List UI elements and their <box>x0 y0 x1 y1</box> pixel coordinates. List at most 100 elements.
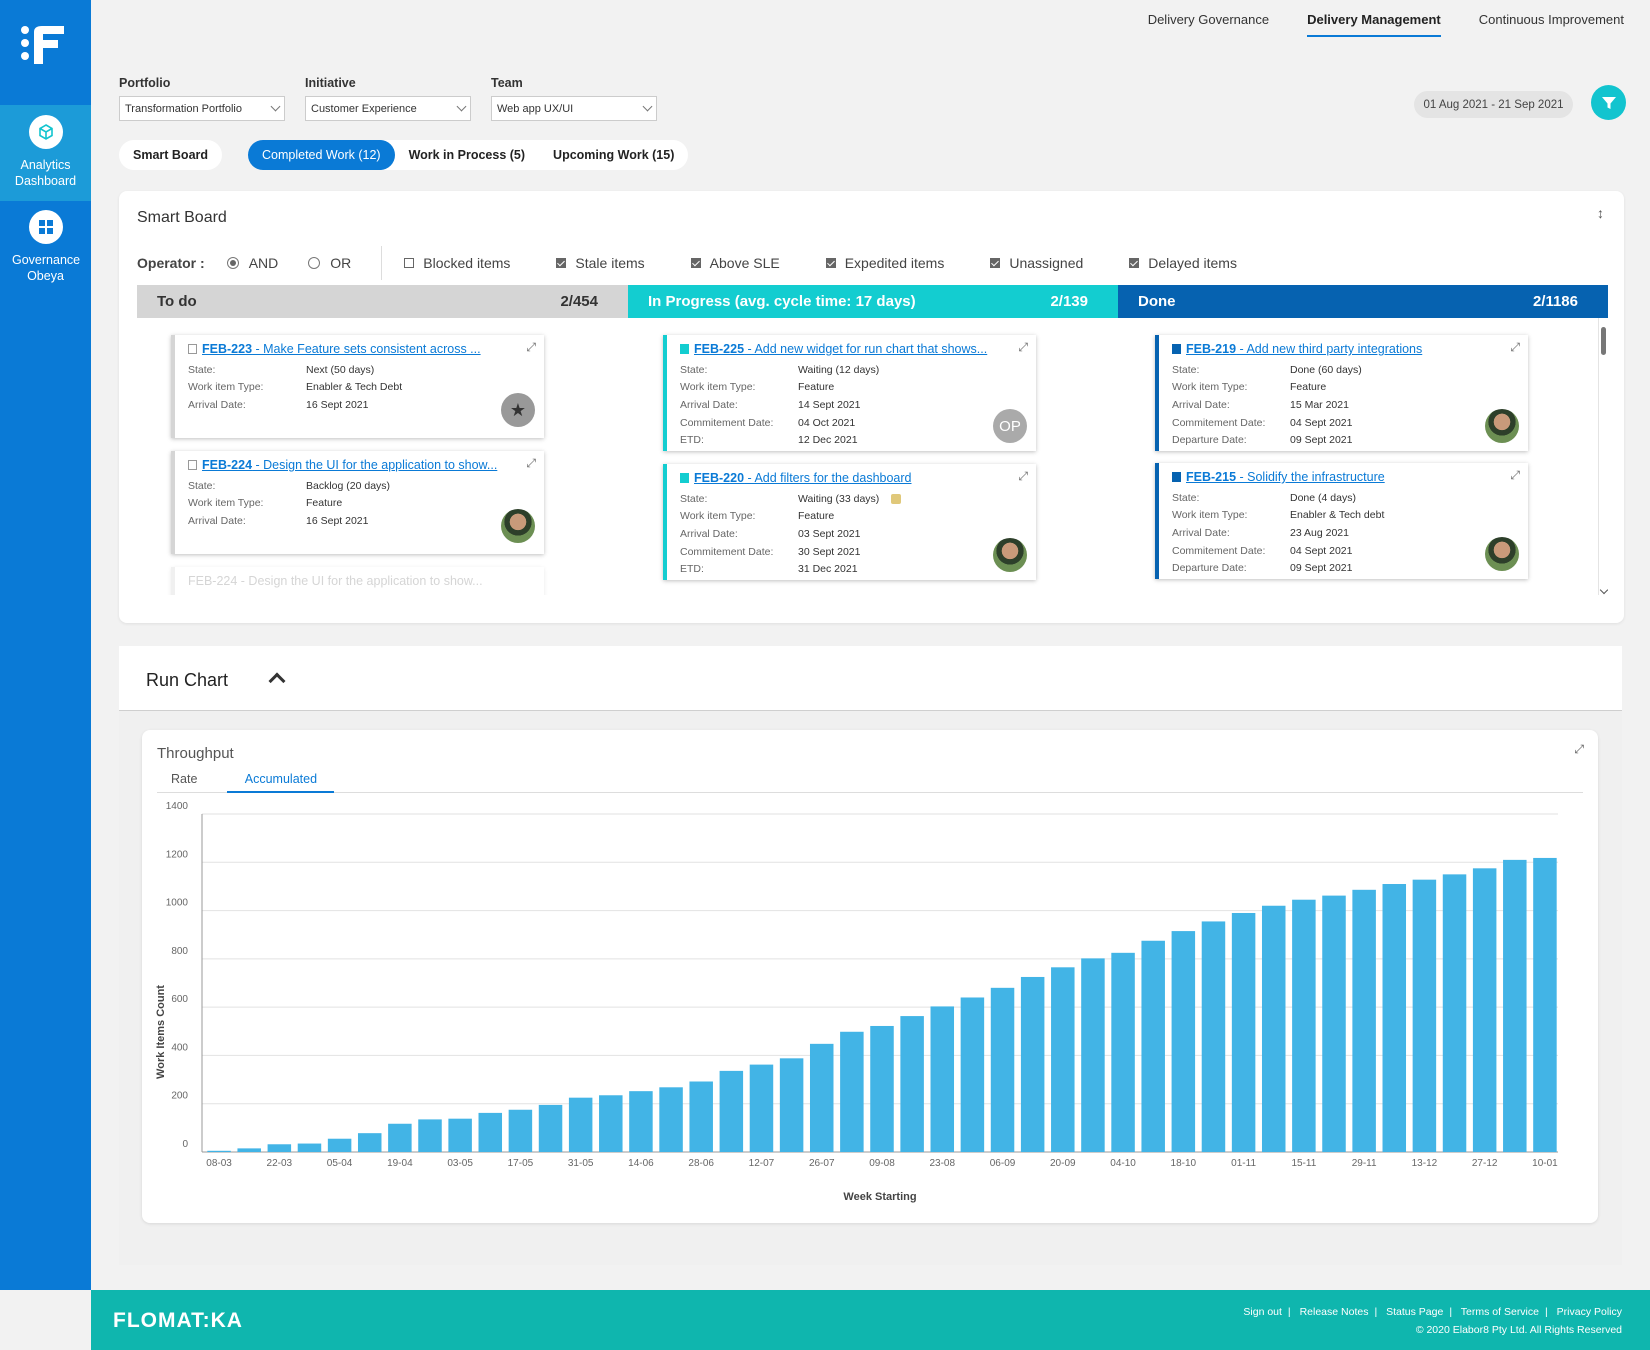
bar[interactable] <box>1261 905 1286 1152</box>
bar[interactable] <box>418 1119 442 1152</box>
bar[interactable] <box>237 1148 261 1152</box>
bar[interactable] <box>1201 921 1226 1152</box>
work-item-card[interactable]: FEB-223 - Make Feature sets consistent a… <box>171 335 544 438</box>
nav-continuous-improvement[interactable]: Continuous Improvement <box>1478 12 1624 27</box>
card-id-link[interactable]: FEB-220 <box>694 471 745 485</box>
bar[interactable] <box>689 1081 713 1152</box>
flomatika-brand-logo[interactable]: FLOMAT:KA <box>113 1309 243 1332</box>
bar[interactable] <box>629 1091 653 1152</box>
date-range-picker[interactable]: 01 Aug 2021 - 21 Sep 2021 <box>1414 91 1573 118</box>
work-item-card[interactable]: FEB-225 - Add new widget for run chart t… <box>663 335 1036 451</box>
above-sle-checkbox[interactable]: Above SLE <box>690 255 780 271</box>
bar[interactable] <box>1472 868 1497 1152</box>
sign-out-link[interactable]: Sign out <box>1243 1306 1282 1318</box>
card-id-link[interactable]: FEB-225 <box>694 342 745 356</box>
bar[interactable] <box>809 1043 834 1152</box>
star-icon[interactable]: ★ <box>501 393 535 427</box>
bar[interactable] <box>1051 967 1075 1152</box>
terms-of-service-link[interactable]: Terms of Service <box>1460 1306 1539 1318</box>
bar[interactable] <box>1111 952 1135 1152</box>
work-item-card[interactable]: FEB-220 - Add filters for the dashboard … <box>663 464 1036 580</box>
card-id-link[interactable]: FEB-215 <box>1186 470 1237 484</box>
resize-vertical-icon[interactable]: ↕ <box>1597 205 1604 221</box>
bar[interactable] <box>1382 884 1407 1152</box>
bar[interactable] <box>568 1097 593 1152</box>
chevron-up-icon[interactable] <box>268 672 286 690</box>
expand-icon[interactable]: ⤢ <box>1510 468 1520 482</box>
bar[interactable] <box>749 1064 774 1152</box>
bar[interactable] <box>1412 879 1437 1152</box>
bar[interactable] <box>659 1087 683 1152</box>
bar[interactable] <box>1020 976 1045 1152</box>
bar[interactable] <box>840 1031 864 1152</box>
blocked-items-checkbox[interactable]: Blocked items <box>404 255 510 271</box>
bar[interactable] <box>1533 857 1557 1152</box>
status-page-link[interactable]: Status Page <box>1386 1306 1444 1318</box>
board-scrollbar[interactable] <box>1598 318 1608 595</box>
expand-icon[interactable]: ⤢ <box>526 340 536 354</box>
nav-delivery-management[interactable]: Delivery Management <box>1307 12 1441 37</box>
bar[interactable] <box>478 1112 503 1152</box>
tab-upcoming-work[interactable]: Upcoming Work (15) <box>553 148 675 162</box>
bar[interactable] <box>719 1070 744 1152</box>
chevron-down-icon[interactable] <box>1599 585 1608 595</box>
bar[interactable] <box>599 1095 623 1152</box>
bar[interactable] <box>990 987 1015 1152</box>
card-id-link[interactable]: FEB-219 <box>1186 342 1237 356</box>
expand-icon[interactable]: ⤢ <box>1510 340 1520 354</box>
release-notes-link[interactable]: Release Notes <box>1299 1306 1369 1318</box>
bar[interactable] <box>930 1006 955 1152</box>
bar[interactable] <box>448 1118 472 1152</box>
card-title-link[interactable]: - Design the UI for the application to s… <box>252 458 498 472</box>
bar[interactable] <box>1352 889 1376 1152</box>
bar[interactable] <box>960 997 985 1152</box>
work-item-card[interactable]: FEB-224 - Design the UI for the applicat… <box>171 567 544 595</box>
work-item-card[interactable]: FEB-224 - Design the UI for the applicat… <box>171 451 544 554</box>
card-title-link[interactable]: - Add new third party integrations <box>1236 342 1423 356</box>
expedited-items-checkbox[interactable]: Expedited items <box>825 255 944 271</box>
bar[interactable] <box>1292 899 1316 1152</box>
scrollbar-thumb[interactable] <box>1601 327 1606 355</box>
card-id-link[interactable]: FEB-223 <box>202 342 253 356</box>
bar[interactable] <box>1171 931 1196 1152</box>
portfolio-select[interactable]: Transformation Portfolio <box>119 96 285 121</box>
bar[interactable] <box>1442 874 1467 1152</box>
bar[interactable] <box>1141 940 1165 1152</box>
tab-work-in-process[interactable]: Work in Process (5) <box>408 148 526 162</box>
bar[interactable] <box>1503 859 1527 1152</box>
operator-or-radio[interactable]: OR <box>308 255 351 271</box>
bar[interactable] <box>538 1104 563 1152</box>
work-item-card[interactable]: FEB-215 - Solidify the infrastructure St… <box>1155 463 1528 579</box>
expand-icon[interactable]: ⤢ <box>1018 469 1028 483</box>
card-title-link[interactable]: - Make Feature sets consistent across ..… <box>252 342 481 356</box>
card-title-link[interactable]: - Add filters for the dashboard <box>744 471 912 485</box>
unassigned-checkbox[interactable]: Unassigned <box>990 255 1083 271</box>
tab-completed-work[interactable]: Completed Work (12) <box>248 140 395 170</box>
card-title-link[interactable]: - Solidify the infrastructure <box>1236 470 1385 484</box>
operator-and-radio[interactable]: AND <box>226 255 278 271</box>
bar[interactable] <box>297 1143 322 1152</box>
bar[interactable] <box>870 1025 894 1152</box>
bar[interactable] <box>900 1016 924 1152</box>
bar[interactable] <box>207 1150 231 1152</box>
bar[interactable] <box>267 1144 292 1152</box>
expand-icon[interactable]: ⤢ <box>1574 742 1584 756</box>
tab-rate[interactable]: Rate <box>171 772 198 786</box>
bar[interactable] <box>1322 895 1346 1152</box>
tab-accumulated[interactable]: Accumulated <box>227 772 335 793</box>
bar[interactable] <box>779 1058 804 1152</box>
bar[interactable] <box>1231 912 1256 1152</box>
filter-button[interactable] <box>1591 85 1626 120</box>
team-select[interactable]: Web app UX/UI <box>491 96 657 121</box>
tab-smart-board[interactable]: Smart Board <box>133 148 209 162</box>
sidebar-item-analytics-dashboard[interactable]: Analytics Dashboard <box>0 105 91 201</box>
nav-delivery-governance[interactable]: Delivery Governance <box>1147 12 1270 27</box>
work-item-card[interactable]: FEB-219 - Add new third party integratio… <box>1155 335 1528 451</box>
card-id-link[interactable]: FEB-224 <box>202 458 253 472</box>
bar[interactable] <box>508 1109 533 1152</box>
stale-items-checkbox[interactable]: Stale items <box>556 255 645 271</box>
delayed-items-checkbox[interactable]: Delayed items <box>1129 255 1237 271</box>
expand-icon[interactable]: ⤢ <box>1018 340 1028 354</box>
privacy-policy-link[interactable]: Privacy Policy <box>1556 1306 1622 1318</box>
flomatika-logo[interactable] <box>20 24 68 66</box>
